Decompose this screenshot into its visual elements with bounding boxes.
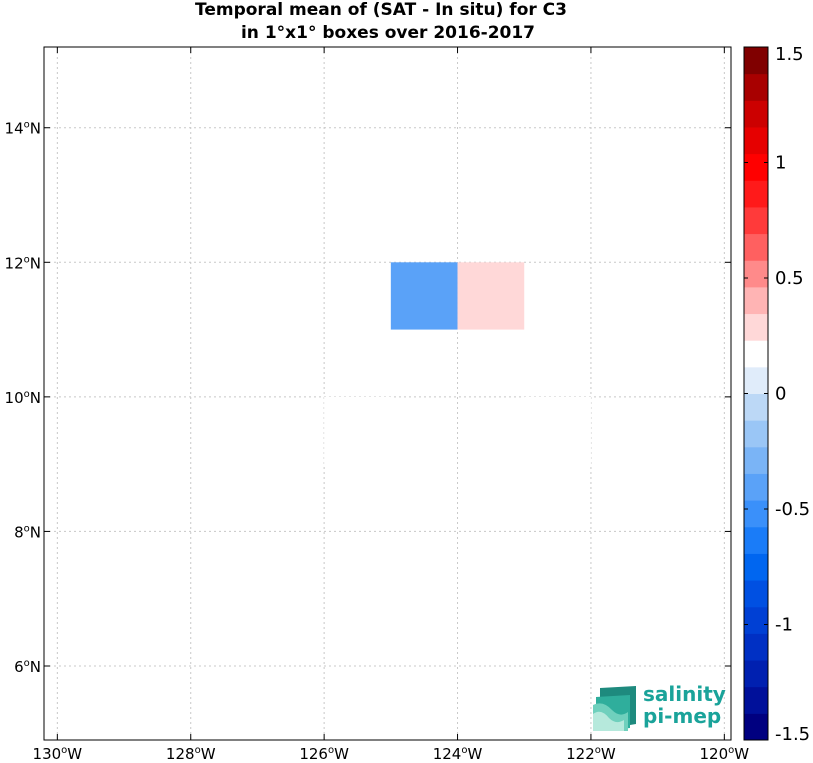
data-cells — [324, 262, 591, 465]
y-tick-label: 14oN — [5, 120, 41, 138]
colorbar-level — [744, 660, 768, 688]
colorbar-level — [744, 286, 768, 315]
colorbar-level — [744, 606, 768, 634]
colorbar-level — [744, 553, 768, 581]
axis-ticks — [44, 47, 731, 740]
y-tick-label: 8oN — [14, 523, 41, 541]
colorbar-level — [744, 313, 768, 341]
data-cell — [324, 396, 391, 465]
colorbar-level — [744, 340, 768, 368]
chart-title-line-2: in 1°x1° boxes over 2016-2017 — [241, 23, 535, 43]
axis-tick-labels: 130oW 128oW 126oW 124oW 122oW 120oW 6oN 8oN 10oN… — [5, 120, 750, 763]
colorbar-level — [744, 153, 768, 181]
colorbar-level — [744, 686, 768, 714]
salinity-pi-mep-logo: salinity pi-mep — [593, 682, 726, 731]
colorbar-level — [744, 47, 768, 75]
colorbar-level — [744, 473, 768, 501]
data-cell — [390, 262, 458, 330]
colorbar-level — [744, 393, 768, 421]
colorbar-ticks: 1.5 1 0.5 0 -0.5 -1 -1.5 — [744, 44, 810, 745]
colorbar-level — [744, 126, 768, 155]
x-tick-label: 124oW — [433, 745, 483, 763]
x-tick-label: 128oW — [166, 745, 216, 763]
colorbar-tick-label: 1 — [775, 153, 786, 174]
colorbar-level — [744, 713, 768, 741]
x-tick-label: 120oW — [700, 745, 750, 763]
y-tick-label: 10oN — [5, 389, 41, 407]
colorbar-level — [744, 420, 768, 448]
chart-title-line-1: Temporal mean of (SAT - In situ) for C3 — [195, 0, 567, 20]
colorbar-tick-label: 0 — [775, 384, 786, 405]
colorbar-level — [744, 180, 768, 208]
colorbar-level — [744, 500, 768, 528]
x-tick-label: 130oW — [33, 745, 83, 763]
y-tick-label: 6oN — [14, 658, 41, 676]
logo-text-line-1: salinity — [643, 682, 726, 706]
colorbar-tick-label: -1.5 — [775, 724, 810, 745]
x-tick-label: 122oW — [566, 745, 616, 763]
y-tick-label: 12oN — [5, 254, 41, 272]
colorbar-levels — [744, 47, 768, 741]
data-cell — [457, 262, 525, 330]
plot-background — [44, 47, 731, 740]
x-tick-label: 126oW — [299, 745, 349, 763]
colorbar-level — [744, 366, 768, 394]
colorbar-level — [744, 580, 768, 608]
logo-text-line-2: pi-mep — [643, 704, 721, 728]
colorbar-level — [744, 526, 768, 554]
colorbar-tick-label: -1 — [775, 615, 793, 636]
colorbar-level — [744, 633, 768, 661]
colorbar-tick-label: 1.5 — [775, 44, 804, 65]
plot-area: 130oW 128oW 126oW 124oW 122oW 120oW 6oN 8oN 10oN… — [5, 46, 750, 763]
grid — [44, 47, 731, 740]
colorbar-level — [744, 206, 768, 235]
colorbar-level — [744, 260, 768, 288]
colorbar-level — [744, 446, 768, 474]
colorbar-level — [744, 233, 768, 261]
colorbar-tick-label: 0.5 — [775, 268, 804, 289]
logo-wave-icon — [593, 686, 636, 731]
data-cell — [524, 396, 591, 465]
colorbar-level — [744, 73, 768, 101]
colorbar: 1.5 1 0.5 0 -0.5 -1 -1.5 — [743, 44, 810, 745]
colorbar-level — [744, 100, 768, 128]
colorbar-tick-label: -0.5 — [775, 499, 810, 520]
plot-frame — [43, 46, 732, 741]
